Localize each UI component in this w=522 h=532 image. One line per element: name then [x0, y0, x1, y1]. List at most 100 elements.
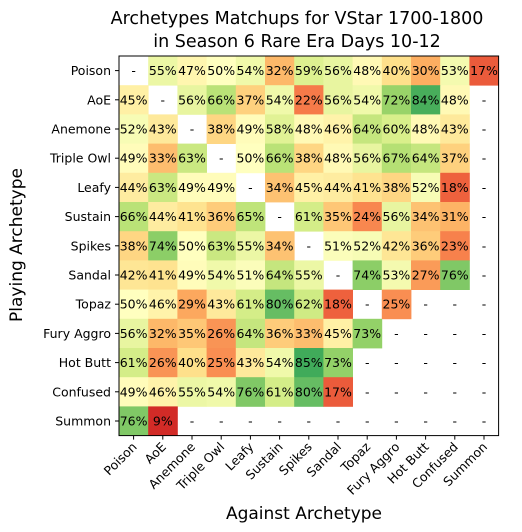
cell-value-label: 67%	[383, 151, 411, 166]
cell-value-label: 51%	[237, 268, 265, 283]
heatmap-cell	[323, 231, 353, 261]
cell-value-label: 66%	[120, 209, 148, 224]
cell-value-label: 41%	[353, 180, 381, 195]
cell-value-label: -	[131, 63, 136, 78]
y-tick-label: Spikes	[71, 238, 111, 253]
cell-value-label: 54%	[237, 63, 265, 78]
heatmap-cell	[323, 377, 353, 407]
y-tick-label: Anemone	[51, 122, 111, 137]
cell-value-label: 46%	[149, 297, 177, 312]
cell-value-label: -	[423, 355, 428, 370]
heatmap-cell	[119, 377, 149, 407]
heatmap-cell	[265, 348, 295, 378]
cell-value-label: 45%	[324, 326, 352, 341]
heatmap-cell	[294, 56, 324, 86]
heatmap-cell	[119, 406, 149, 436]
heatmap-cell	[206, 377, 237, 407]
cell-value-label: 54%	[207, 384, 235, 399]
cell-value-label: 38%	[207, 122, 235, 137]
cell-value-label: -	[482, 297, 487, 312]
cell-value-label: 52%	[353, 238, 381, 253]
heatmap-cell	[148, 318, 178, 349]
heatmap-cell	[119, 172, 149, 203]
cell-value-label: 80%	[266, 297, 294, 312]
cell-value-label: -	[161, 92, 166, 107]
cell-value-label: -	[277, 209, 282, 224]
y-tick-label: Confused	[52, 384, 111, 399]
heatmap-cell	[323, 172, 353, 203]
cell-value-label: -	[365, 297, 370, 312]
cell-value-label: 46%	[324, 122, 352, 137]
cell-value-label: 72%	[383, 92, 411, 107]
cell-value-label: 42%	[383, 238, 411, 253]
x-tick-label: Poison	[101, 439, 140, 478]
cell-value-label: -	[277, 414, 282, 429]
heatmap-cell	[148, 377, 178, 407]
cell-value-label: 40%	[383, 63, 411, 78]
cell-value-label: 48%	[324, 151, 352, 166]
cell-value-label: 25%	[207, 355, 235, 370]
heatmap-cell	[177, 260, 207, 290]
heatmap-cell	[265, 114, 295, 144]
heatmap-cell	[469, 56, 499, 86]
cell-value-label: 64%	[412, 151, 440, 166]
heatmap-cell	[323, 348, 353, 378]
heatmap-cell	[352, 202, 383, 232]
cell-value-label: 36%	[266, 326, 294, 341]
cell-value-label: 32%	[149, 326, 177, 341]
heatmap-cell	[177, 377, 207, 407]
heatmap-cell	[177, 85, 207, 115]
cell-value-label: 54%	[207, 268, 235, 283]
heatmap-cell	[411, 85, 441, 115]
y-tick-label: Hot Butt	[59, 355, 111, 370]
chart-title-line2: in Season 6 Rare Era Days 10-12	[153, 32, 441, 52]
heatmap-cell	[148, 231, 178, 261]
heatmap-cell	[440, 202, 470, 232]
cell-value-label: 46%	[149, 384, 177, 399]
cell-value-label: 33%	[295, 326, 323, 341]
heatmap-cell	[323, 114, 353, 144]
y-tick-label: Sustain	[65, 209, 111, 224]
heatmap-cell	[294, 85, 324, 115]
chart-title-line1: Archetypes Matchups for VStar 1700-1800	[111, 9, 484, 29]
y-tick-label: Poison	[71, 63, 111, 78]
heatmap-cell	[148, 406, 178, 436]
heatmap-cell	[323, 85, 353, 115]
cell-value-label: -	[423, 297, 428, 312]
cell-value-label: 17%	[324, 384, 352, 399]
cell-value-label: 56%	[324, 92, 352, 107]
cell-value-label: 85%	[295, 355, 323, 370]
cell-value-label: -	[248, 180, 253, 195]
heatmap-cell	[177, 56, 207, 86]
heatmap-cell	[381, 260, 412, 290]
heatmap-cell	[440, 114, 470, 144]
heatmap-cell	[265, 377, 295, 407]
cell-value-label: 34%	[412, 209, 440, 224]
cell-value-label: 48%	[441, 92, 469, 107]
heatmap-cell	[265, 172, 295, 203]
cell-value-label: 50%	[207, 63, 235, 78]
cell-value-label: 43%	[441, 122, 469, 137]
cell-value-label: 74%	[353, 268, 381, 283]
cell-value-label: 76%	[441, 268, 469, 283]
cell-value-label: -	[190, 122, 195, 137]
heatmap-cell	[177, 143, 207, 174]
cell-value-label: 43%	[207, 297, 235, 312]
cell-value-label: 56%	[120, 326, 148, 341]
cell-value-label: 60%	[383, 122, 411, 137]
heatmap-cell	[294, 289, 324, 320]
cell-value-label: 64%	[237, 326, 265, 341]
cell-value-label: 52%	[120, 122, 148, 137]
cell-value-label: 36%	[412, 238, 440, 253]
cell-value-label: -	[453, 355, 458, 370]
cell-value-label: 32%	[266, 63, 294, 78]
cell-value-label: -	[394, 414, 399, 429]
heatmap-cell	[119, 289, 149, 320]
cell-value-label: 38%	[295, 151, 323, 166]
cell-value-label: -	[482, 209, 487, 224]
cell-value-label: 44%	[149, 209, 177, 224]
cell-value-label: -	[394, 355, 399, 370]
cell-value-label: -	[336, 414, 341, 429]
cell-value-label: 42%	[120, 268, 148, 283]
cell-value-label: 44%	[324, 180, 352, 195]
